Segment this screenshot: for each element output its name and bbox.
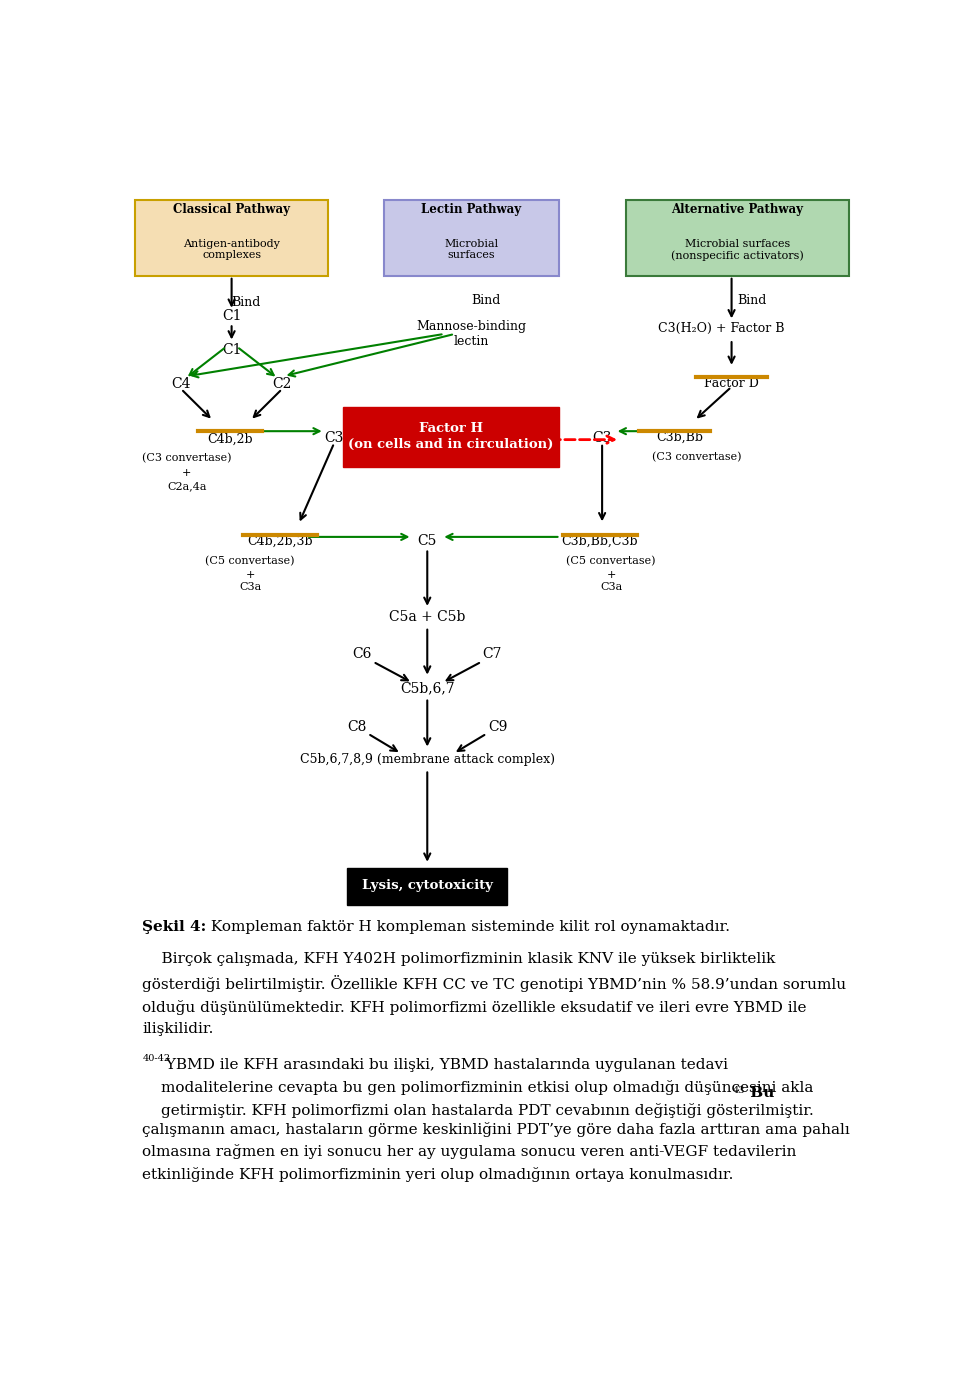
Text: C4b,2b: C4b,2b (207, 432, 252, 446)
Text: C4: C4 (171, 376, 191, 390)
Text: Bind: Bind (231, 295, 261, 309)
Text: C3b,Bb,C3b: C3b,Bb,C3b (562, 534, 638, 548)
Text: C1: C1 (222, 343, 241, 357)
Text: C5: C5 (418, 534, 437, 548)
Text: Lectin Pathway: Lectin Pathway (421, 203, 521, 216)
Text: C3a: C3a (239, 582, 261, 592)
Text: Birçok çalışmada, KFH Y402H polimorfizminin klasik KNV ile yüksek birliktelik
gö: Birçok çalışmada, KFH Y402H polimorfizmi… (142, 953, 847, 1037)
Text: C5b,6,7: C5b,6,7 (400, 681, 455, 695)
FancyBboxPatch shape (344, 406, 559, 467)
Text: C8: C8 (347, 721, 367, 735)
Text: Factor D: Factor D (704, 378, 759, 390)
Text: +: + (182, 468, 192, 478)
Text: Classical Pathway: Classical Pathway (173, 203, 290, 216)
FancyBboxPatch shape (626, 199, 849, 276)
Text: Alternative Pathway: Alternative Pathway (672, 203, 804, 216)
Text: lectin: lectin (453, 335, 489, 347)
Text: (C3 convertase): (C3 convertase) (652, 452, 741, 463)
Text: C3: C3 (324, 431, 344, 445)
Text: YBMD ile KFH arasındaki bu ilişki, YBMD hastalarında uygulanan tedavi
modalitele: YBMD ile KFH arasındaki bu ilişki, YBMD … (161, 1059, 814, 1118)
FancyBboxPatch shape (347, 868, 507, 905)
Text: (C3 convertase): (C3 convertase) (142, 453, 231, 464)
Text: C3(H₂O) + Factor B: C3(H₂O) + Factor B (658, 323, 784, 335)
Text: çalışmanın amacı, hastaların görme keskinliğini PDT’ye göre daha fazla arttıran : çalışmanın amacı, hastaların görme keski… (142, 1122, 850, 1182)
Text: (C5 convertase): (C5 convertase) (566, 556, 656, 566)
Text: +: + (246, 570, 255, 579)
Text: C3a: C3a (600, 582, 622, 592)
Text: C1: C1 (222, 309, 241, 323)
Text: C6: C6 (352, 647, 372, 662)
FancyBboxPatch shape (384, 199, 559, 276)
Text: Mannose-binding: Mannose-binding (416, 320, 526, 334)
Text: C9: C9 (489, 721, 508, 735)
Text: (C5 convertase): (C5 convertase) (205, 556, 295, 566)
Text: Bind: Bind (471, 294, 500, 306)
Text: Bu: Bu (745, 1086, 775, 1100)
Text: +: + (607, 570, 615, 579)
Text: Kompleman faktör H kompleman sisteminde kilit rol oynamaktadır.: Kompleman faktör H kompleman sisteminde … (205, 920, 730, 934)
Text: C2a,4a: C2a,4a (167, 481, 206, 492)
FancyBboxPatch shape (134, 199, 328, 276)
Text: C7: C7 (482, 647, 502, 662)
Text: Antigen-antibody
complexes: Antigen-antibody complexes (183, 239, 280, 261)
Text: C2: C2 (273, 376, 292, 390)
Text: Factor H
(on cells and in circulation): Factor H (on cells and in circulation) (348, 423, 554, 450)
Text: C3b,Bb: C3b,Bb (657, 431, 704, 443)
Text: Lysis, cytotoxicity: Lysis, cytotoxicity (362, 879, 492, 892)
Text: Microbial surfaces
(nonspecific activators): Microbial surfaces (nonspecific activato… (671, 239, 804, 261)
Text: Şekil 4:: Şekil 4: (142, 920, 206, 934)
Text: C3: C3 (592, 431, 612, 445)
Text: C5a + C5b: C5a + C5b (389, 610, 466, 625)
Text: C4b,2b,3b: C4b,2b,3b (247, 534, 313, 548)
Text: Microbial
surfaces: Microbial surfaces (444, 239, 498, 261)
Text: C5b,6,7,8,9 (membrane attack complex): C5b,6,7,8,9 (membrane attack complex) (300, 754, 555, 766)
Text: Bind: Bind (737, 294, 767, 306)
Text: 40-42: 40-42 (142, 1054, 171, 1064)
Text: 43: 43 (733, 1086, 746, 1096)
